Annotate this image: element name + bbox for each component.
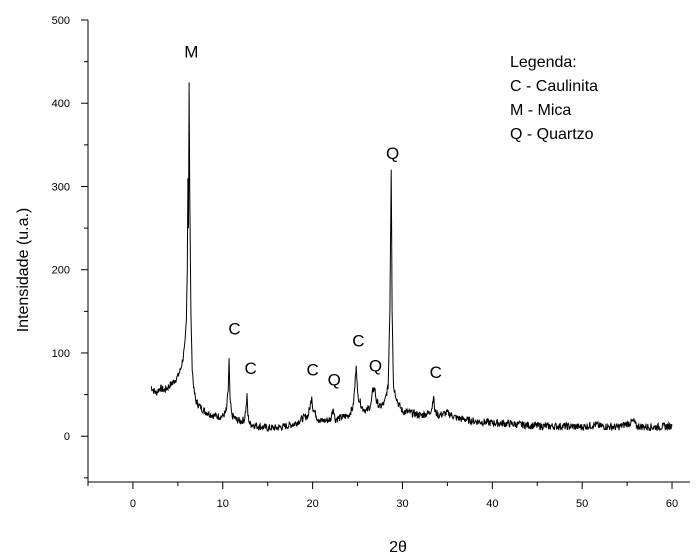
peak-label: M — [184, 42, 198, 61]
x-tick-label: 50 — [576, 498, 588, 510]
x-tick-label: 60 — [666, 498, 678, 510]
x-axis-label: 2θ — [389, 539, 407, 556]
x-tick-label: 10 — [217, 498, 229, 510]
y-tick-label: 300 — [52, 181, 70, 193]
legend: Legenda: C - Caulinita M - Mica Q - Quartzo — [510, 54, 598, 143]
y-tick-label: 100 — [52, 348, 70, 360]
x-tick-label: 30 — [396, 498, 408, 510]
series-line-0 — [150, 82, 673, 433]
series-layer — [150, 82, 673, 433]
legend-entry: C - Caulinita — [510, 78, 598, 95]
peak-label: C — [244, 359, 256, 378]
legend-entry: M - Mica — [510, 102, 571, 119]
y-tick-label: 200 — [52, 265, 70, 277]
y-tick-label: 400 — [52, 98, 70, 110]
peak-label: Q — [386, 144, 399, 163]
y-tick-label: 500 — [52, 15, 70, 27]
y-axis-label: Intensidade (u.a.) — [15, 208, 32, 333]
peak-label: C — [228, 320, 240, 339]
x-tick-label: 40 — [486, 498, 498, 510]
peak-label: Q — [369, 356, 382, 375]
x-tick-label: 20 — [307, 498, 319, 510]
axes — [87, 20, 690, 483]
peak-label: Q — [328, 370, 341, 389]
peak-label: C — [352, 331, 364, 350]
legend-entry: Q - Quartzo — [510, 126, 594, 143]
x-tick-label: 0 — [130, 498, 136, 510]
peak-label: C — [430, 363, 442, 382]
peak-label: C — [306, 360, 318, 379]
y-tick-label: 0 — [64, 431, 70, 443]
ticks: 0 10 20 30 40 50 60 0 100 200 300 400 500 — [52, 15, 679, 510]
legend-title: Legenda: — [510, 54, 577, 71]
